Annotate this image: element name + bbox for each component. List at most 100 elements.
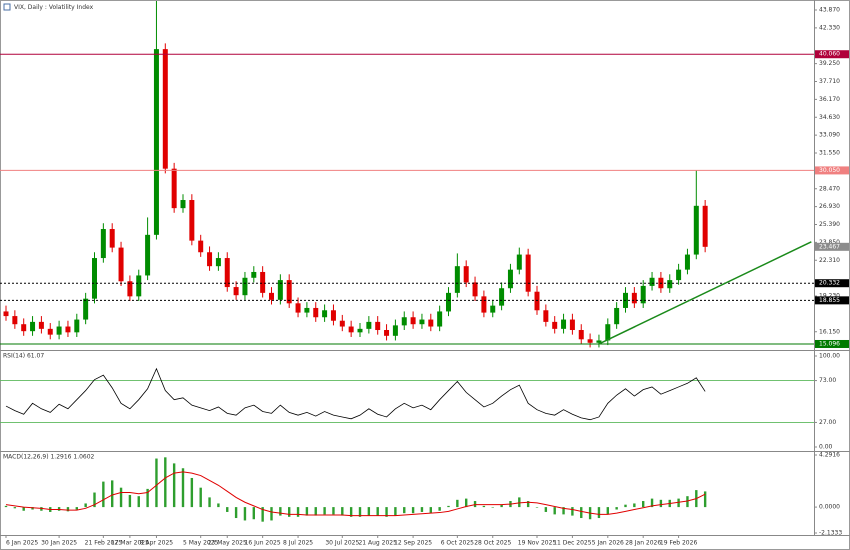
macd-bar: [615, 507, 618, 510]
macd-bar: [562, 507, 565, 515]
y-tick-label: 100.00: [819, 353, 840, 360]
macd-bar: [526, 501, 530, 508]
x-tick-label: 28 Oct 2025: [474, 540, 511, 547]
macd-bar: [279, 507, 282, 516]
macd-bar: [199, 487, 202, 508]
candle-body: [233, 287, 239, 296]
macd-bar: [31, 507, 34, 510]
candle-body: [428, 319, 434, 327]
candle-body: [304, 307, 310, 313]
level-label: 18.855: [819, 297, 840, 304]
macd-bar: [40, 507, 43, 511]
y-tick-label: 28.470: [819, 185, 840, 192]
symbol-icon: [3, 3, 11, 11]
candle-body: [260, 271, 266, 293]
candle-body: [242, 277, 248, 296]
macd-bar: [473, 501, 477, 508]
macd-bar: [349, 507, 353, 517]
x-tick-label: 19 Feb 2026: [660, 540, 698, 547]
macd-bar: [394, 507, 397, 516]
y-tick-label: 26.930: [819, 203, 840, 210]
macd-bar: [234, 507, 238, 519]
rsi-line: [5, 367, 706, 421]
macd-bar: [314, 507, 317, 516]
level-label: 30.050: [819, 167, 840, 174]
y-tick-label: 73.00: [819, 377, 836, 384]
macd-bar: [208, 497, 211, 508]
macd-bar: [4, 505, 8, 508]
macd-bar: [597, 507, 601, 519]
x-tick-label: 8 Jul 2025: [283, 540, 313, 547]
candle-body: [667, 280, 673, 289]
macd-bar: [226, 507, 229, 512]
macd-bar: [305, 507, 309, 516]
macd-bar: [491, 507, 494, 508]
candle-body: [543, 310, 549, 322]
trendline: [598, 241, 812, 345]
macd-bar: [84, 503, 87, 508]
candle-body: [561, 319, 567, 329]
candle-body: [569, 319, 575, 331]
y-tick-label: 22.310: [819, 257, 840, 264]
candle-body: [684, 254, 690, 270]
macd-bar: [172, 463, 176, 508]
macd-bar: [288, 507, 291, 517]
candle-body: [437, 311, 443, 327]
y-tick-label: 25.390: [819, 221, 840, 228]
y-tick-label: 0.00: [819, 444, 833, 451]
candle-body: [330, 310, 336, 321]
x-tick-label: 11 Dec 2025: [553, 540, 592, 547]
candle-body: [375, 321, 381, 331]
macd-bar: [580, 507, 583, 519]
candle-body: [269, 292, 274, 300]
candle-body: [348, 326, 354, 333]
macd-bar: [155, 458, 158, 508]
level-label-box: [815, 296, 849, 305]
y-tick-label: 37.710: [819, 78, 840, 85]
candle-body: [65, 326, 71, 333]
candle-body: [463, 266, 469, 283]
candle-body: [472, 282, 478, 297]
x-tick-label: 5 May 2025: [183, 540, 218, 547]
candle-body: [490, 305, 496, 313]
candle-body: [339, 320, 345, 327]
macd-bar: [500, 504, 503, 508]
macd-bar: [102, 481, 105, 508]
macd-bar: [190, 477, 194, 508]
macd-bar: [642, 501, 645, 508]
candle-body: [30, 321, 36, 332]
candle-body: [136, 275, 142, 297]
candle-body: [180, 200, 186, 209]
level-label: 40.060: [819, 51, 840, 58]
macd-bar: [358, 507, 362, 517]
macd-bar: [544, 507, 548, 512]
candle-body: [702, 205, 708, 247]
macd-bar: [111, 480, 114, 508]
candle-body: [100, 229, 106, 259]
macd-bar: [376, 507, 379, 516]
last-price-label: 23.467: [819, 243, 840, 250]
candle-body: [74, 319, 80, 333]
candle-body: [38, 321, 44, 329]
y-tick-label: -2.1333: [819, 530, 842, 537]
candle-body: [251, 271, 257, 278]
macd-bar: [270, 507, 273, 521]
y-tick-label: 42.330: [819, 24, 840, 31]
x-tick-label: 6 Oct 2025: [441, 540, 474, 547]
macd-bar: [411, 507, 415, 514]
candle-body: [640, 285, 646, 304]
candle-body: [3, 311, 9, 317]
candle-body: [12, 316, 18, 325]
candle-body: [481, 296, 487, 313]
macd-bar: [75, 507, 78, 510]
x-tick-label: 16 Jun 2025: [245, 540, 281, 547]
y-tick-label: 19.230: [819, 293, 840, 300]
candle-body: [499, 288, 505, 306]
macd-bar: [553, 507, 556, 515]
y-tick-label: 4.2916: [819, 452, 840, 459]
candle-body: [419, 319, 425, 325]
macd-bar: [252, 507, 255, 520]
y-tick-label: 33.090: [819, 132, 840, 139]
candle-body: [676, 269, 682, 281]
